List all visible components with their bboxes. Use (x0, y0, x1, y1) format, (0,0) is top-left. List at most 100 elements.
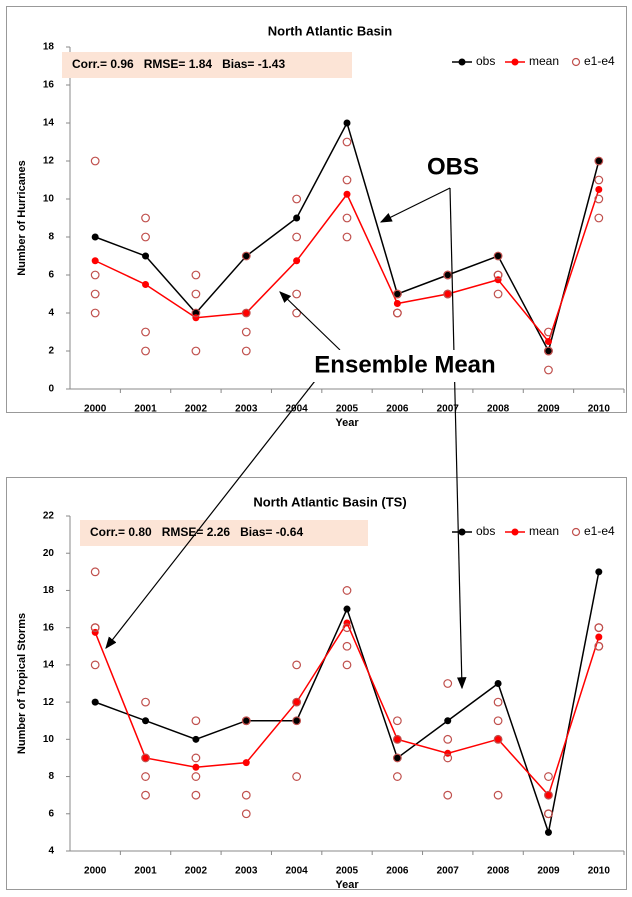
ensemble-point (292, 232, 302, 242)
ensemble-point (493, 716, 503, 726)
x-tick-label: 2004 (286, 866, 309, 877)
chart-title: North Atlantic Basin (TS) (253, 494, 406, 509)
stats-text: Corr.= 0.96 RMSE= 1.84 Bias= -1.43 (72, 57, 285, 71)
point (494, 735, 502, 743)
y-tick-label: 14 (43, 118, 55, 129)
legend-swatch (571, 57, 581, 67)
x-tick-label: 2005 (336, 866, 359, 877)
ensemble-point (544, 365, 553, 375)
stats-box (80, 520, 368, 546)
ensemble-point (392, 734, 402, 744)
ensemble-point (241, 346, 251, 356)
ensemble-point (292, 308, 302, 318)
point (595, 568, 603, 576)
label-bg (414, 152, 494, 184)
x-tick-label: 2005 (336, 404, 359, 415)
legend-swatch (511, 58, 519, 66)
ensemble-point (392, 753, 402, 763)
point (393, 300, 401, 307)
y-tick-label: 14 (43, 660, 55, 671)
ensemble-point (392, 289, 402, 299)
ensemble-point (241, 308, 251, 318)
x-tick-label: 2010 (588, 866, 611, 877)
ensemble-point (493, 251, 503, 261)
point (393, 754, 401, 762)
x-tick-label: 2001 (134, 866, 157, 877)
point (544, 828, 552, 836)
y-tick-label: 22 (43, 511, 55, 522)
point (242, 717, 250, 725)
arrow (105, 371, 323, 649)
x-tick-label: 2004 (286, 404, 309, 415)
point (444, 717, 452, 725)
y-tick-label: 0 (48, 384, 54, 395)
arrow (279, 291, 341, 351)
x-tick-label: 2003 (235, 866, 258, 877)
ensemble-point (90, 567, 100, 577)
point (494, 680, 502, 687)
ensemble-point (443, 753, 453, 763)
x-axis-label: Year (335, 417, 359, 429)
arrow (379, 187, 451, 223)
point (192, 763, 200, 771)
ensemble-point (292, 697, 302, 707)
ensemble-point (544, 809, 553, 819)
ensemble-point (90, 270, 100, 280)
point (293, 698, 301, 706)
ensemble-point (544, 772, 553, 781)
ensemble-point (493, 289, 503, 299)
ensemble-point (594, 641, 604, 651)
ensemble-point (292, 194, 302, 204)
x-tick-label: 2006 (386, 866, 409, 877)
point (494, 252, 502, 260)
point (142, 754, 150, 762)
legend-label: obs (476, 54, 495, 68)
obs-annotation: OBS (427, 153, 479, 180)
point (544, 791, 552, 799)
ensemble-point (443, 790, 453, 800)
point (91, 698, 99, 706)
y-tick-label: 6 (48, 270, 54, 281)
point (393, 290, 401, 298)
ensemble-point (544, 327, 553, 337)
arrow (449, 187, 467, 690)
ensemble-point (292, 772, 302, 781)
ensemble-point (141, 346, 150, 356)
ensemble-point (292, 289, 302, 299)
ensemble-point (191, 790, 201, 800)
point (595, 157, 603, 165)
ensemble-point (191, 772, 201, 781)
x-tick-label: 2002 (185, 866, 208, 877)
ensemble-point (90, 623, 100, 633)
ensemble-point (141, 213, 150, 223)
point (444, 271, 452, 279)
ensemble-point (191, 716, 201, 726)
ensemble-point (191, 270, 201, 280)
ensemble-point (493, 734, 503, 744)
ensemble-point (90, 156, 100, 166)
ensemble-point (342, 137, 352, 147)
y-tick-label: 8 (48, 232, 54, 243)
y-tick-label: 12 (43, 697, 55, 708)
y-tick-label: 16 (43, 622, 55, 633)
ensemble-point (141, 697, 150, 707)
y-tick-label: 2 (48, 346, 54, 357)
point (142, 717, 150, 725)
x-axis-label: Year (335, 879, 359, 891)
x-tick-label: 2007 (437, 866, 460, 877)
point (91, 257, 99, 265)
point (91, 233, 99, 241)
legend-swatch (571, 527, 581, 537)
point (293, 257, 301, 265)
y-tick-label: 18 (43, 585, 55, 596)
x-tick-label: 2010 (588, 404, 611, 415)
y-tick-label: 8 (48, 771, 54, 782)
ensemble-point (493, 697, 503, 707)
point (142, 281, 150, 288)
ensemble-point (342, 623, 352, 633)
ensemble-point (392, 716, 402, 726)
point (393, 735, 401, 743)
legend-label: e1-e4 (584, 524, 615, 538)
y-axis-label: Number of Tropical Storms (16, 613, 28, 754)
ensemble-point (342, 660, 352, 670)
